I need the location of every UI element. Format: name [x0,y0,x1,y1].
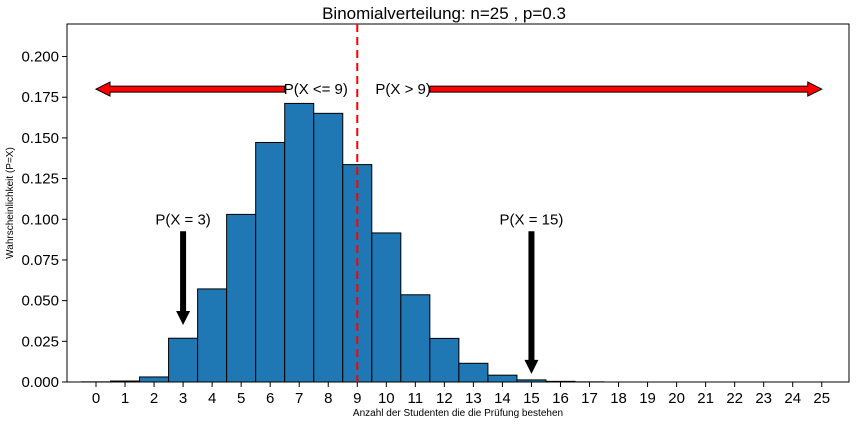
y-tick-label: 0.125 [21,171,59,188]
y-tick-label: 0.075 [21,252,59,269]
right-range-label: P(X > 9) [375,81,430,98]
bar-8 [313,112,344,383]
y-tick-label: 0.025 [21,333,59,350]
x-tick-label: 22 [726,390,743,407]
bar-11 [400,294,431,383]
range-arrows: P(X <= 9) P(X > 9) [94,81,823,98]
x-tick-label: 11 [408,390,424,407]
bar-10 [371,232,402,383]
x-tick-label: 8 [324,390,332,407]
x-axis-label: Anzahl der Studenten die die Prüfung bes… [353,408,563,419]
bar-4 [197,288,228,383]
bar-13 [458,362,489,383]
bar-14 [487,374,518,383]
bar-5 [226,213,257,383]
x-axis: 0 1 2 3 4 5 6 7 8 9 10 11 12 13 14 15 16 17 18 19 20 21 22 23 24… [92,382,830,407]
x-tick-label: 5 [237,390,245,407]
x-tick-label: 14 [494,390,511,407]
left-range-arrow [94,81,286,97]
bar-6 [255,141,286,383]
left-range-label: P(X <= 9) [284,81,348,98]
x-tick-label: 21 [697,390,714,407]
x-tick-label: 12 [436,390,453,407]
point-b-label: P(X = 15) [500,211,564,228]
x-tick-label: 7 [295,390,303,407]
x-tick-label: 25 [813,390,830,407]
y-tick-label: 0.200 [21,49,59,66]
y-tick-label: 0.100 [21,211,59,228]
x-tick-label: 0 [92,390,100,407]
x-tick-label: 2 [150,390,158,407]
x-tick-label: 16 [552,390,569,407]
bar-15 [516,379,547,383]
x-tick-label: 3 [179,390,187,407]
x-tick-label: 6 [266,390,274,407]
x-tick-label: 13 [465,390,482,407]
bars-group [80,102,605,383]
bar-16 [545,380,576,383]
point-arrows: P(X = 3) P(X = 15) [155,211,563,374]
y-tick-label: 0.000 [21,374,59,391]
x-tick-label: 20 [668,390,685,407]
y-tick-label: 0.050 [21,293,59,310]
bar-3 [168,337,199,383]
bar-12 [429,337,460,383]
x-tick-label: 17 [581,390,598,407]
x-tick-label: 9 [353,390,361,407]
plot-frame [66,23,850,383]
x-tick-label: 18 [610,390,627,407]
right-range-arrow [429,81,823,97]
x-tick-label: 4 [208,390,216,407]
bar-2 [139,376,170,383]
point-a-arrow [176,231,191,326]
point-b-arrow [524,231,539,374]
x-tick-label: 10 [378,390,395,407]
y-axis-label: Wahrscheinlichkeit (P=X) [5,147,16,259]
point-a-label: P(X = 3) [155,211,210,228]
x-tick-label: 1 [121,390,129,407]
bar-1 [110,380,141,383]
y-tick-label: 0.175 [21,89,59,106]
y-tick-label: 0.150 [21,130,59,147]
x-tick-label: 24 [784,390,801,407]
bar-7 [284,102,315,383]
x-tick-label: 15 [523,390,540,407]
y-axis: 0.000 0.025 0.050 0.075 0.100 0.125 0.150 0.175… [21,49,67,391]
x-tick-label: 19 [639,390,656,407]
chart-title: Binomialverteilung: n=25 , p=0.3 [322,4,566,23]
x-tick-label: 23 [755,390,772,407]
